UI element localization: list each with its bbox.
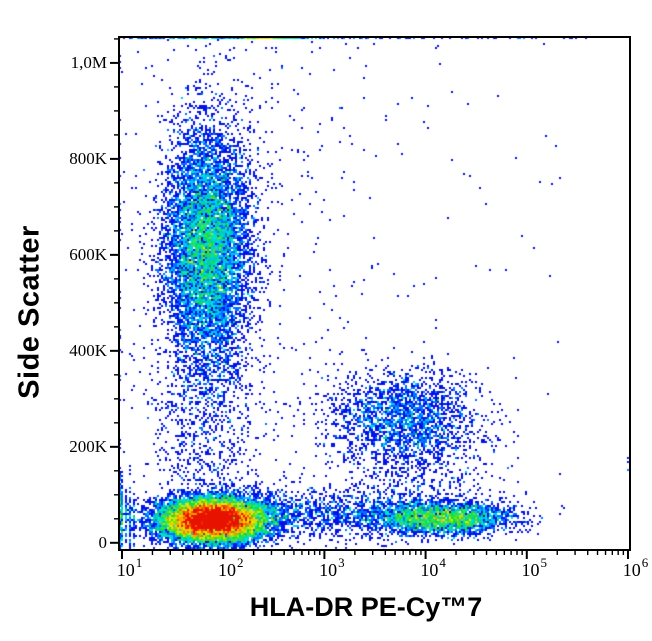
- x-tick-label: 105: [521, 555, 548, 580]
- x-tick-label: 104: [420, 555, 446, 580]
- x-tick-label: 103: [319, 555, 345, 580]
- x-tick-label: 101: [116, 555, 143, 580]
- dot-plot-area: [119, 37, 630, 550]
- x-tick-label: 106: [622, 555, 649, 580]
- x-axis-title: HLA-DR PE-Cy™7: [249, 592, 483, 622]
- x-tick-label: 102: [217, 555, 244, 580]
- y-tick-label: 1,0M: [70, 52, 107, 72]
- y-tick-label: 400K: [69, 340, 107, 360]
- y-tick-label: 200K: [69, 436, 107, 456]
- y-tick-label: 600K: [69, 244, 107, 264]
- y-tick-label: 0: [98, 532, 108, 552]
- y-tick-label: 800K: [69, 148, 107, 168]
